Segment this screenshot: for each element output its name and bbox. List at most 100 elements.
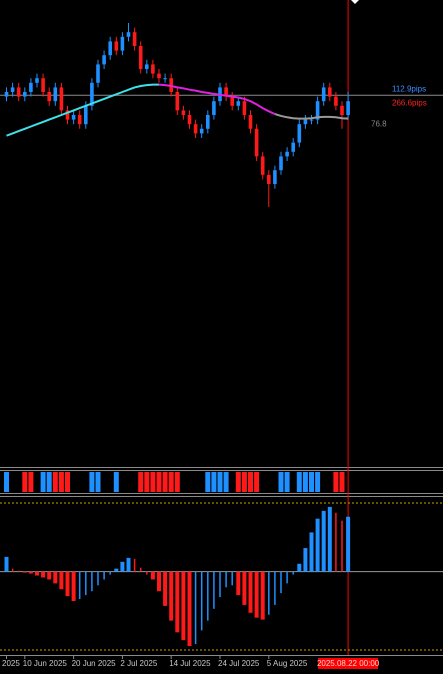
candle-body [108,41,112,56]
signal-block [52,472,58,492]
candle-body [157,73,161,79]
histogram-bar [181,571,186,641]
histogram-bar [139,567,142,572]
candle-body [328,87,332,97]
candle-body [35,78,39,83]
candle-body [138,46,143,69]
histogram-bar [248,571,253,613]
histogram-bar [59,571,64,590]
histogram-bar [346,516,351,572]
histogram-bar [242,571,247,605]
histogram-bar [268,571,270,615]
signal-block [223,472,229,492]
signal-block [168,472,174,492]
histogram-bar [11,568,14,572]
candle-body [102,55,106,65]
histogram-bar [78,571,81,600]
candle-body [126,32,131,37]
signal-block [150,472,156,492]
x-tick-label: 2 Jul 2025 [120,659,157,668]
level-label: 112.9pips [392,84,426,93]
histogram-bar [231,571,233,586]
histogram-bar [4,556,9,572]
signal-block [58,472,64,492]
candle-body [4,92,9,97]
histogram-bar [169,571,174,621]
cursor-label: 2025.08.22 00:00 [317,659,380,668]
signal-block [241,472,247,492]
candle-body [291,142,295,152]
signal-block [211,472,217,492]
candle-body [224,87,228,97]
candle-body [230,96,234,106]
candle-body [16,87,21,97]
histogram-bar [274,571,276,605]
histogram-bar [286,571,288,584]
signal-block [309,472,314,492]
candle-body [285,151,289,157]
histogram-bar [109,571,111,575]
signal-block [302,472,308,492]
signal-block [315,472,321,492]
histogram-bar [114,568,119,572]
signal-block [156,472,162,492]
candle-body [29,82,33,92]
histogram-bar [35,571,39,576]
histogram-bar [335,512,337,572]
histogram-bar [91,571,93,592]
ma-line [274,113,349,120]
candle-body [53,87,58,102]
histogram-bar [280,571,282,594]
signal-block [95,472,101,492]
candle-body [340,105,344,115]
candle-body [23,92,27,97]
candle-body [321,87,326,102]
signal-block [217,472,223,492]
histogram-bar [150,571,155,580]
signal-block [113,472,119,492]
signal-block [144,472,150,492]
x-tick-label: 20 Jun 2025 [72,659,117,668]
histogram-bar [315,518,320,572]
x-tick-label: 2025 [2,659,20,668]
candle-body [96,64,100,83]
histogram-bar [71,571,76,601]
candle-body [260,156,265,175]
histogram-bar [103,571,105,580]
candle-body [187,115,192,125]
candle-body [151,64,155,74]
signal-block [138,472,144,492]
histogram-bar [321,510,326,572]
candle-body [248,115,253,129]
candle-body [59,87,64,111]
signal-block [4,472,9,492]
candle-body [279,156,283,171]
histogram-bar [207,571,209,621]
scroll-marker [351,0,359,4]
candle-body [90,82,94,106]
signal-block [333,472,339,492]
signal-block [22,472,28,492]
histogram-bar [303,548,308,572]
histogram-bar [163,571,168,606]
histogram-bar [254,571,259,618]
candle-body [273,170,277,184]
candle-body [297,124,302,143]
signal-block [284,472,290,492]
signal-block [162,472,168,492]
x-tick-label: 24 Jul 2025 [218,659,260,668]
annotation: 266.6pips [392,98,427,107]
histogram-bar [47,571,52,580]
signal-block [46,472,52,492]
candle-body [309,119,314,121]
signal-block [339,472,345,492]
histogram-bar [260,571,265,620]
ma-line [6,83,159,137]
histogram-bar [297,563,302,572]
signal-block [296,472,302,492]
annotation: 76.8 [371,119,387,128]
signal-block [205,472,211,492]
candle-body [236,101,241,106]
